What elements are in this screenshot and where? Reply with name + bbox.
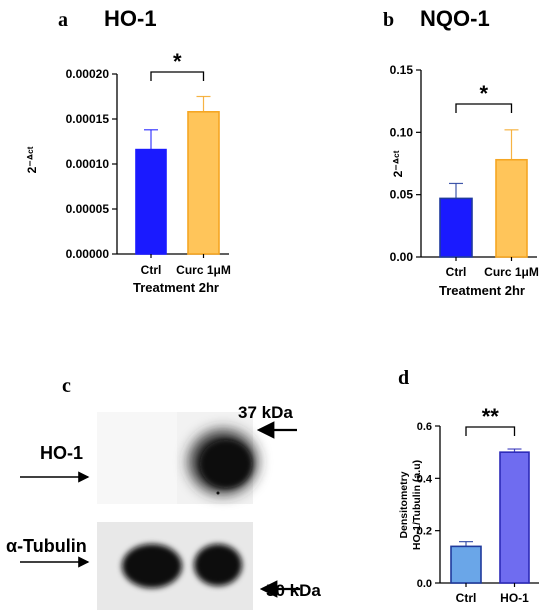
blot-tubulin-band-ctrl [122, 544, 182, 588]
blot-ho1-lane-ctrl [97, 412, 177, 504]
y-tick-label: 0.00000 [66, 247, 110, 261]
panel-letter-d: d [398, 367, 409, 389]
chart-nqo1-expression: NQO-1 0.00 0.05 0.10 0.15 Ctrl Curc 1μM * Treatm… [390, 6, 539, 298]
panel-letter-b: b [383, 9, 394, 31]
y-tick-label: 0.0 [417, 578, 432, 590]
x-tick-label: HO-1 [500, 591, 529, 605]
bar [495, 158, 528, 258]
significance-bracket [150, 71, 205, 81]
y-tick-label: 0.00005 [66, 202, 110, 216]
x-tick-label: Curc 1μM [176, 263, 231, 277]
chart-densitometry: 0.0 0.2 0.4 0.6 Ctrl HO-1 ** Densitometry HO-1/T… [398, 404, 539, 605]
y-tick-label: 0.00020 [66, 67, 110, 81]
x-tick-label: Ctrl [456, 591, 477, 605]
x-tick-label: Ctrl [141, 263, 162, 277]
y-tick-label: 0.4 [417, 473, 433, 485]
marker-50kda: 50 kDa [266, 581, 321, 600]
y-tick-label: 0.6 [417, 421, 432, 433]
significance-marker: ** [482, 404, 500, 429]
chart-title: HO-1 [104, 6, 157, 31]
blot-tubulin [97, 522, 253, 610]
significance-marker: * [173, 49, 182, 74]
panel-letter-c: c [62, 375, 71, 397]
panel-letter-a: a [58, 9, 68, 31]
significance-marker: * [479, 81, 488, 106]
y-axis-label-line1: Densitometry [398, 471, 410, 538]
blot-speck [216, 491, 220, 495]
y-tick-label: 0.00015 [66, 112, 110, 126]
blot-label-tubulin: α-Tubulin [6, 536, 87, 556]
blot-tubulin-band-ho1 [194, 544, 242, 586]
marker-37kda: 37 kDa [238, 403, 293, 422]
x-tick-label: Ctrl [446, 265, 467, 279]
bar [187, 111, 220, 255]
chart-ho1-expression: HO-1 0.00000 0.00005 0.00010 0.00015 0.00020 C… [25, 6, 231, 295]
y-tick-label: 0.00010 [66, 157, 110, 171]
blot-ho1 [97, 412, 257, 504]
x-axis-label: Treatment 2hr [133, 280, 219, 295]
significance-bracket [465, 426, 516, 436]
y-tick-label: 0.10 [390, 125, 414, 139]
western-blot-panel: HO-1 α-Tubulin 37 kDa 50 kDa [6, 403, 321, 610]
bar [135, 148, 167, 255]
x-axis-label: Treatment 2hr [439, 283, 525, 298]
y-tick-label: 0.05 [390, 188, 414, 202]
y-axis-label: 2⁻ᐞᶜᵗ [391, 150, 405, 177]
blot-label-ho1: HO-1 [40, 443, 83, 463]
bar [450, 545, 482, 584]
blot-ho1-band-core [200, 440, 252, 488]
y-tick-label: 0.2 [417, 526, 432, 538]
y-axis-label-line2: HO-1/Tubulin (a.u) [411, 460, 423, 550]
chart-title: NQO-1 [420, 6, 490, 31]
bar [439, 197, 473, 258]
y-axis-label: 2⁻ᐞᶜᵗ [25, 146, 39, 173]
y-tick-label: 0.00 [390, 250, 414, 264]
significance-bracket [455, 103, 513, 113]
bar [499, 451, 530, 584]
x-tick-label: Curc 1μM [484, 265, 539, 279]
y-tick-label: 0.15 [390, 63, 414, 77]
